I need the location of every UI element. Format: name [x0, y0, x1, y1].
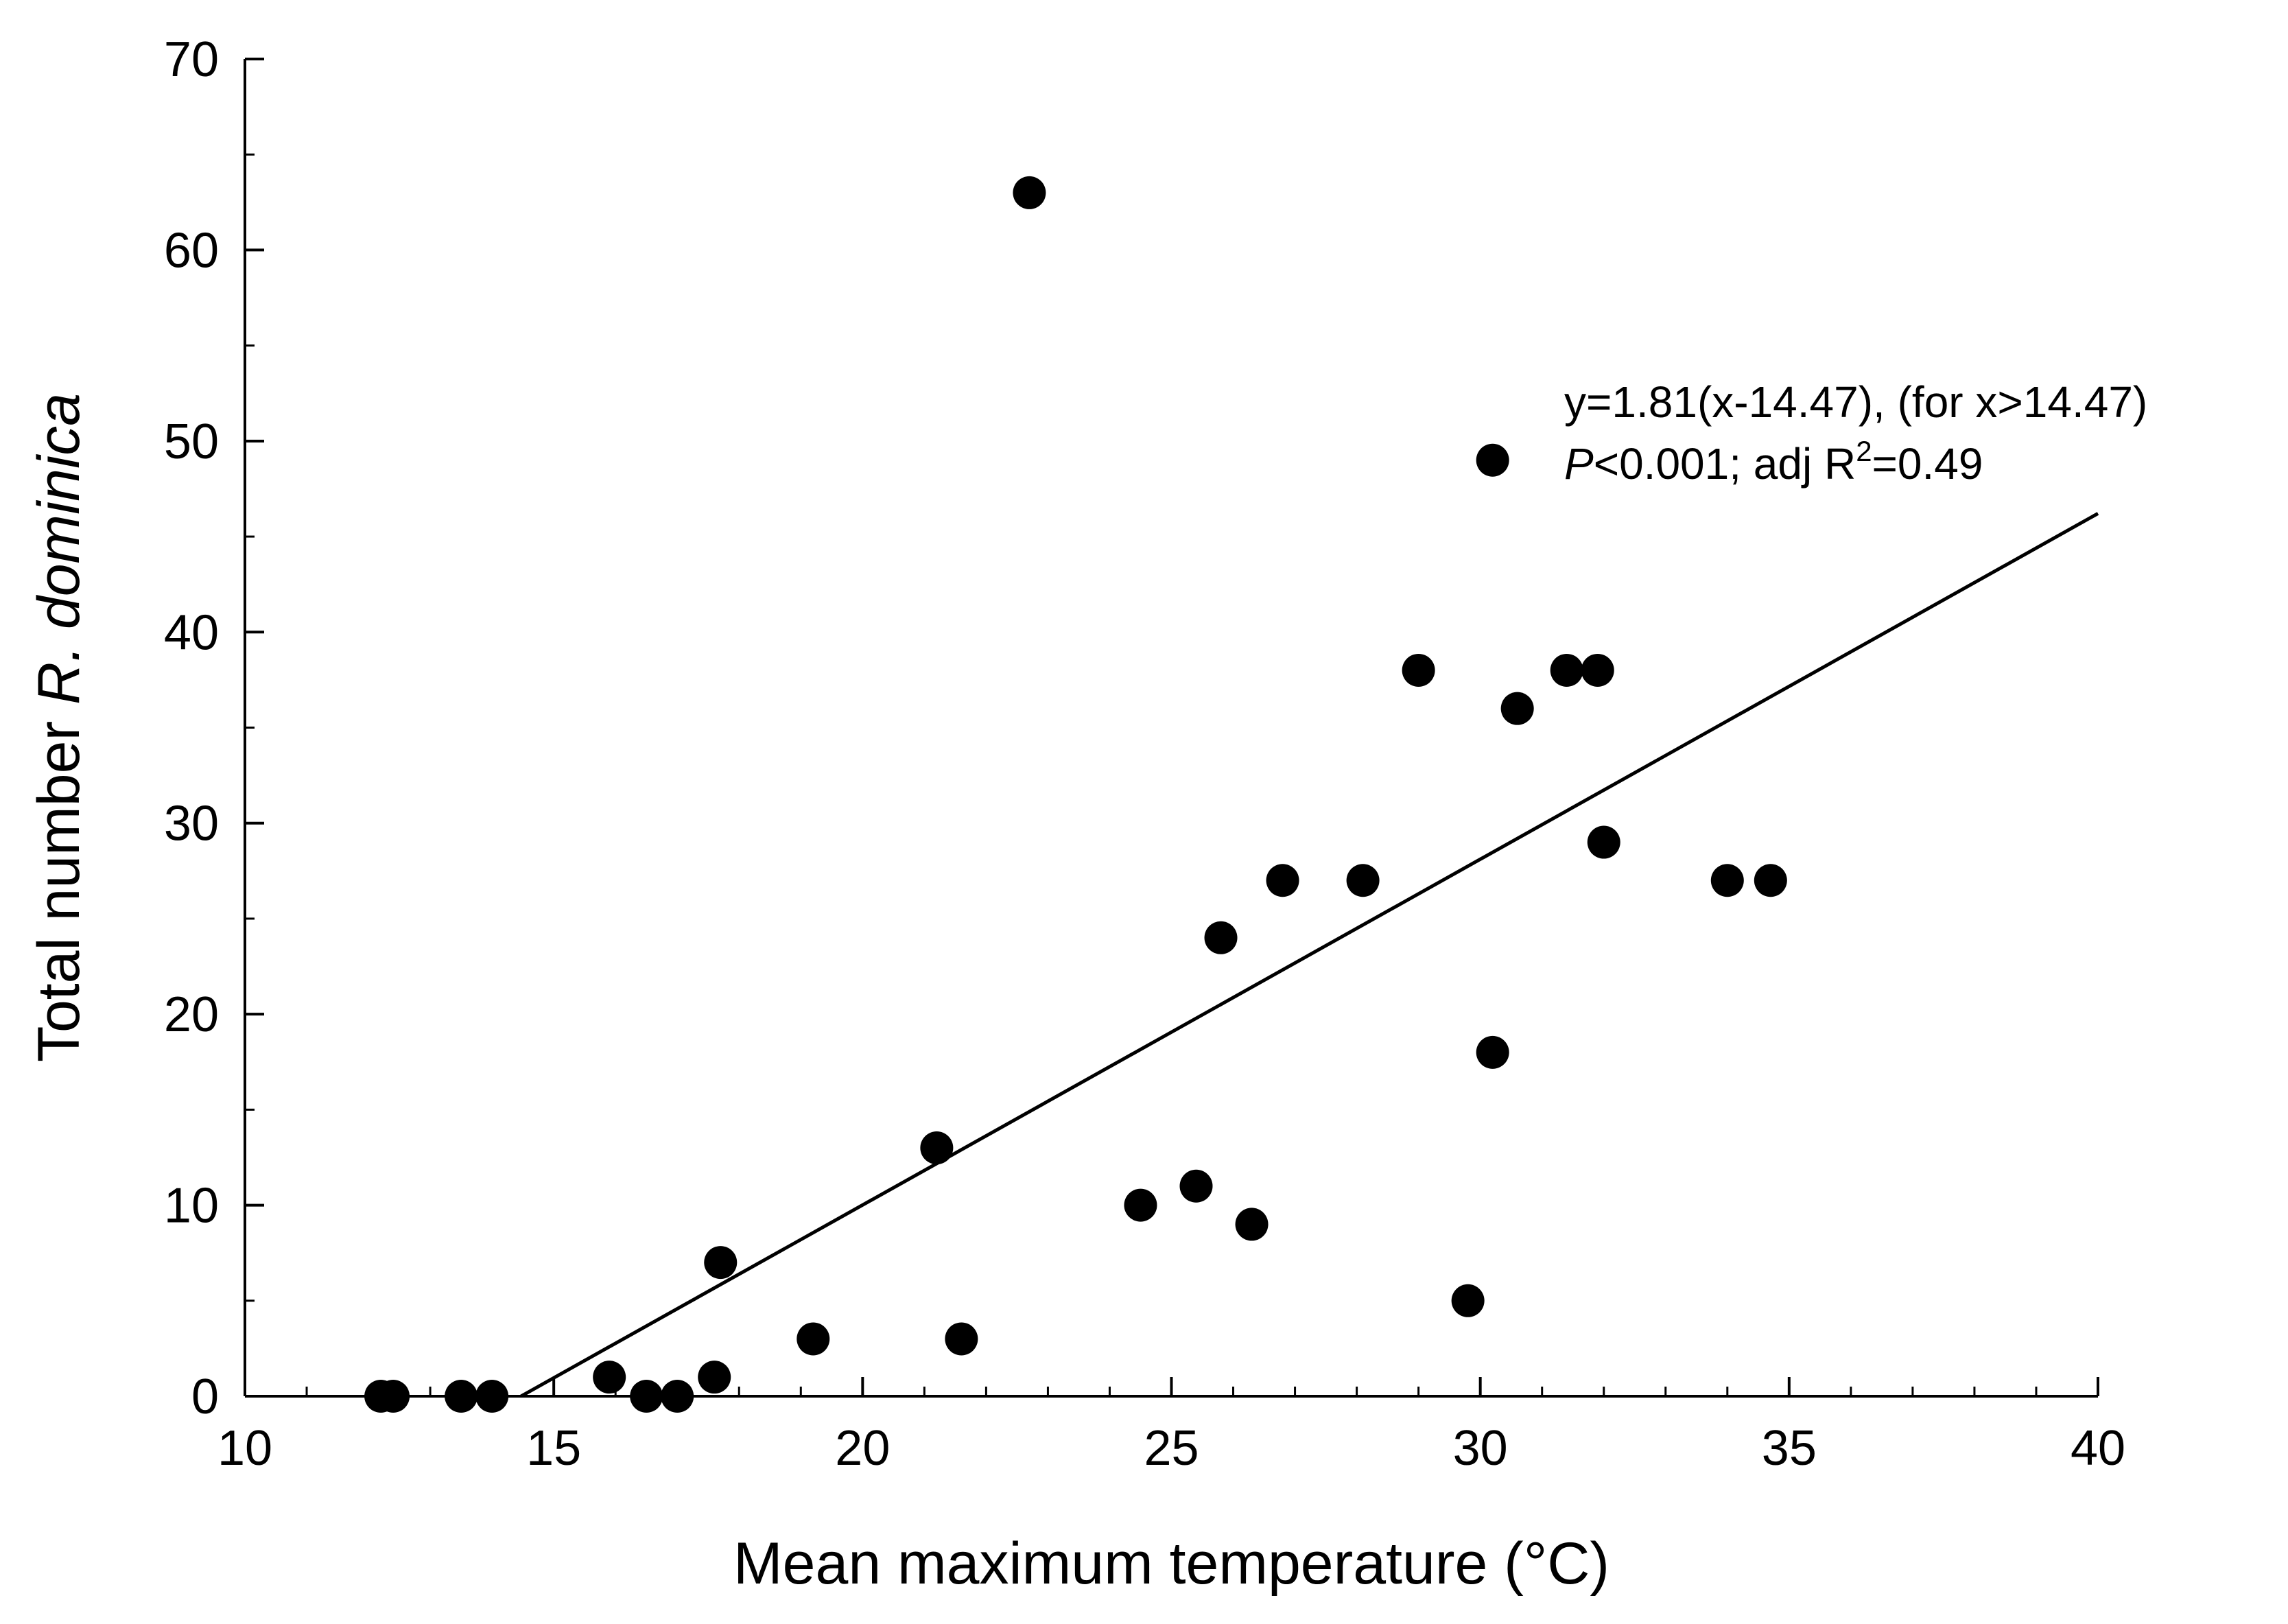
data-point	[1500, 692, 1534, 725]
y-tick-label: 70	[164, 32, 219, 87]
y-tick-label: 20	[164, 987, 219, 1042]
y-tick-label: 60	[164, 223, 219, 278]
data-point	[475, 1380, 509, 1413]
data-point	[1754, 864, 1787, 897]
regression-line	[520, 512, 2099, 1398]
y-tick-label: 30	[164, 797, 219, 851]
annotation-r-squared-superscript: 2	[1856, 435, 1872, 467]
data-point	[945, 1322, 978, 1356]
regression-line-group	[520, 512, 2099, 1398]
y-axis-ticks: 0 10 20 30 40 50 60 70	[164, 32, 264, 1424]
annotation-statistics: P<0.001; adj R2=0.49	[1564, 435, 1983, 489]
x-tick-label: 25	[1144, 1421, 1199, 1476]
y-tick-label: 0	[191, 1369, 219, 1424]
y-axis-label-prefix: Total number	[26, 705, 92, 1062]
data-point	[1550, 653, 1583, 687]
x-axis-ticks: 10 15 20 25 30 35 40	[217, 1377, 2125, 1476]
data-point	[704, 1246, 738, 1280]
data-point	[1013, 176, 1046, 209]
y-axis-label-species: R. dominica	[26, 393, 92, 705]
x-tick-label: 10	[217, 1421, 272, 1476]
data-point	[1235, 1208, 1269, 1241]
data-points	[364, 176, 1787, 1413]
data-point	[1402, 653, 1435, 687]
x-tick-label: 35	[1762, 1421, 1817, 1476]
x-tick-label: 40	[2071, 1421, 2125, 1476]
annotation-p-value: <0.001; adj R	[1594, 439, 1856, 489]
y-tick-label: 10	[164, 1179, 219, 1234]
data-point	[1124, 1188, 1157, 1222]
data-point	[1204, 921, 1238, 954]
x-tick-label: 15	[526, 1421, 581, 1476]
y-axis-label: Total number R. dominica	[26, 393, 92, 1062]
data-point	[1179, 1169, 1213, 1203]
x-tick-label: 30	[1453, 1421, 1508, 1476]
data-point	[630, 1380, 663, 1413]
x-axis-label: Mean maximum temperature (°C)	[733, 1531, 1609, 1597]
data-point	[593, 1361, 626, 1394]
data-point	[1476, 443, 1509, 477]
data-point	[920, 1131, 954, 1165]
y-tick-label: 40	[164, 605, 219, 660]
annotation-p-symbol: P	[1564, 439, 1594, 489]
y-tick-label: 50	[164, 414, 219, 469]
x-tick-label: 20	[835, 1421, 890, 1476]
data-point	[1587, 825, 1620, 859]
data-point	[661, 1380, 694, 1413]
data-point	[445, 1380, 478, 1413]
data-point	[1266, 864, 1299, 897]
data-point	[1710, 864, 1744, 897]
data-point	[698, 1361, 731, 1394]
data-point	[1451, 1284, 1485, 1317]
regression-annotation: y=1.81(x-14.47), (for x>14.47) P<0.001; …	[1564, 377, 2147, 489]
annotation-r-squared-value: =0.49	[1872, 439, 1983, 489]
data-point	[797, 1322, 830, 1356]
annotation-equation: y=1.81(x-14.47), (for x>14.47)	[1564, 377, 2147, 427]
data-point	[1581, 653, 1614, 687]
data-point	[1346, 864, 1380, 897]
data-point	[1476, 1035, 1509, 1069]
data-point	[377, 1380, 410, 1413]
